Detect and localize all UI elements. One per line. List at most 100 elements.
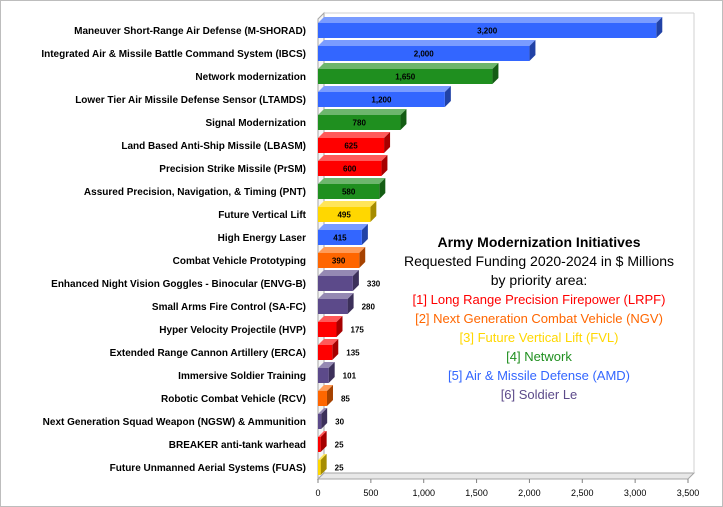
category-label: Integrated Air & Missile Battle Command … [41, 49, 306, 60]
bar-top-face [318, 17, 663, 23]
category-label: Network modernization [195, 72, 306, 83]
bar [318, 46, 530, 61]
data-label: 495 [337, 211, 351, 220]
category-label: Land Based Anti-Ship Missile (LBASM) [121, 141, 306, 152]
category-label: Robotic Combat Vehicle (RCV) [161, 394, 306, 405]
legend-item-lrpf: [1] Long Range Precision Firepower (LRPF… [412, 292, 666, 307]
category-label: Hyper Velocity Projectile (HVP) [159, 325, 306, 336]
category-label: Combat Vehicle Prototyping [173, 256, 306, 267]
legend-item-ngv: [2] Next Generation Combat Vehicle (NGV) [415, 311, 663, 326]
data-label: 30 [335, 418, 344, 427]
data-label: 1,650 [395, 73, 416, 82]
bar-side-face [336, 316, 343, 337]
data-label: 25 [335, 441, 344, 450]
data-label: 330 [367, 280, 381, 289]
chart-title: Army Modernization Initiatives [437, 234, 641, 250]
data-label: 580 [342, 188, 356, 197]
bar [318, 115, 401, 130]
bar-side-face [492, 63, 499, 84]
bar-top-face [318, 63, 499, 69]
bar [318, 69, 493, 84]
bar [318, 391, 327, 406]
data-label: 101 [343, 372, 357, 381]
bar-side-face [326, 385, 333, 406]
chart-subtitle-line-2: by priority area: [490, 272, 588, 288]
bar [318, 345, 333, 360]
bar-top-face [318, 293, 354, 299]
bar-side-face [384, 132, 391, 153]
bar-side-face [400, 109, 407, 130]
bar [318, 368, 329, 383]
bar-top-face [318, 178, 386, 184]
x-tick-label: 3,500 [677, 488, 700, 498]
bar-top-face [318, 109, 407, 115]
data-label: 1,200 [371, 96, 392, 105]
bar-top-face [318, 201, 377, 207]
bar-top-face [318, 339, 339, 345]
category-label: Extended Range Cannon Artillery (ERCA) [110, 348, 306, 359]
legend-item-amd: [5] Air & Missile Defense (AMD) [447, 368, 631, 383]
bar-top-face [318, 385, 333, 391]
legend-item-network: [4] Network [506, 349, 572, 364]
category-label: Signal Modernization [205, 118, 306, 129]
bar-side-face [379, 178, 386, 199]
bar-top-face [318, 316, 343, 322]
x-tick-label: 2,000 [518, 488, 541, 498]
bar-top-face [318, 40, 536, 46]
category-label: Future Unmanned Aerial Systems (FUAS) [110, 463, 306, 474]
bar [318, 414, 322, 429]
data-label: 85 [341, 395, 350, 404]
bar-side-face [656, 17, 663, 38]
category-label: Future Vertical Lift [218, 210, 306, 221]
bar [318, 460, 321, 475]
data-label: 280 [362, 303, 376, 312]
bar [318, 276, 353, 291]
bar [318, 322, 337, 337]
x-tick-label: 0 [315, 488, 320, 498]
bar-side-face [320, 431, 327, 452]
bar [318, 184, 380, 199]
plot-floor [316, 472, 696, 480]
bar-side-face [320, 454, 327, 475]
data-label: 780 [353, 119, 367, 128]
x-tick-label: 500 [363, 488, 378, 498]
x-tick-label: 1,500 [465, 488, 488, 498]
bar-top-face [318, 454, 327, 460]
legend-item-fvl: [3] Future Vertical Lift (FVL) [459, 330, 619, 345]
bar-top-face [318, 132, 391, 138]
category-label: Next Generation Squad Weapon (NGSW) & Am… [43, 417, 306, 428]
category-label: Maneuver Short-Range Air Defense (M-SHOR… [74, 26, 306, 37]
data-label: 625 [344, 142, 358, 151]
data-label: 600 [343, 165, 357, 174]
bar [318, 299, 348, 314]
bar [318, 161, 382, 176]
bar-side-face [359, 247, 366, 268]
bar-side-face [381, 155, 388, 176]
bar-side-face [321, 408, 328, 429]
x-tick-label: 1,000 [412, 488, 435, 498]
bar-side-face [529, 40, 536, 61]
data-label: 2,000 [414, 50, 435, 59]
data-label: 175 [351, 326, 365, 335]
bar-side-face [444, 86, 451, 107]
category-label: Lower Tier Air Missile Defense Sensor (L… [75, 95, 306, 106]
bar-side-face [370, 201, 377, 222]
bar-top-face [318, 431, 327, 437]
x-tick-label: 3,000 [624, 488, 647, 498]
data-label: 415 [333, 234, 347, 243]
bar [318, 253, 360, 268]
category-label: Assured Precision, Navigation, & Timing … [84, 187, 306, 198]
bar [318, 230, 362, 245]
category-label: Enhanced Night Vision Goggles - Binocula… [51, 279, 306, 290]
data-label: 135 [346, 349, 360, 358]
legend-item-soldier: [6] Soldier Le [500, 387, 578, 402]
bar [318, 92, 445, 107]
bar-side-face [332, 339, 339, 360]
bar-top-face [318, 408, 328, 414]
category-label: High Energy Laser [218, 233, 306, 244]
bar [318, 23, 657, 38]
bar [318, 437, 321, 452]
category-label: Immersive Soldier Training [178, 371, 306, 382]
